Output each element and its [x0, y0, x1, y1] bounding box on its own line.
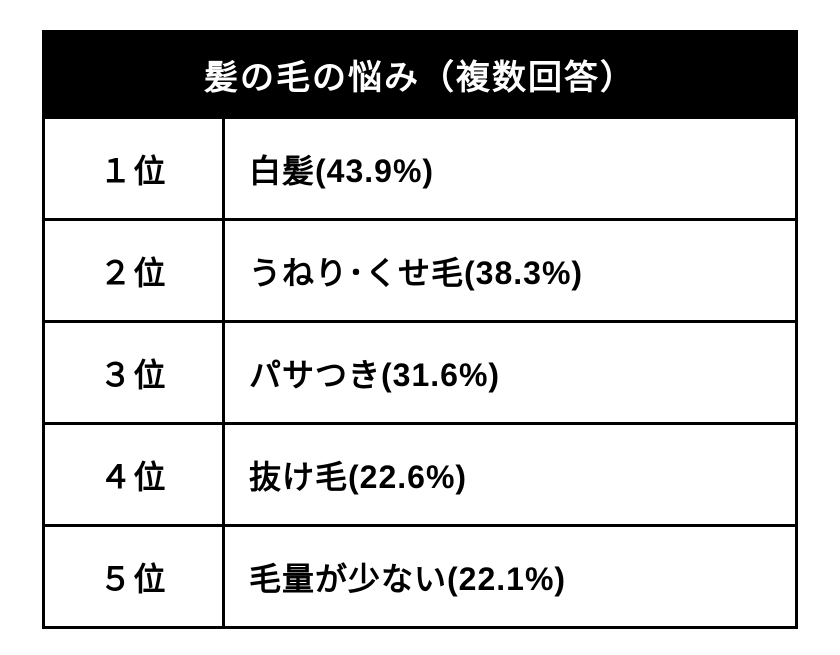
label-cell: 白髪(43.9%): [224, 118, 797, 220]
table-row: ４位 抜け毛(22.6%): [44, 424, 797, 526]
table-row: ２位 うねり･くせ毛(38.3%): [44, 220, 797, 322]
hair-concerns-table: 髪の毛の悩み（複数回答） １位 白髪(43.9%) ２位 うねり･くせ毛(38.…: [42, 30, 798, 629]
label-cell: 抜け毛(22.6%): [224, 424, 797, 526]
table-row: ５位 毛量が少ない(22.1%): [44, 526, 797, 628]
label-cell: パサつき(31.6%): [224, 322, 797, 424]
table-row: ３位 パサつき(31.6%): [44, 322, 797, 424]
label-cell: 毛量が少ない(22.1%): [224, 526, 797, 628]
label-cell: うねり･くせ毛(38.3%): [224, 220, 797, 322]
rank-cell: ４位: [44, 424, 224, 526]
table-row: １位 白髪(43.9%): [44, 118, 797, 220]
rank-cell: ５位: [44, 526, 224, 628]
table-title: 髪の毛の悩み（複数回答）: [44, 32, 797, 118]
rank-cell: １位: [44, 118, 224, 220]
rank-cell: ２位: [44, 220, 224, 322]
rank-cell: ３位: [44, 322, 224, 424]
